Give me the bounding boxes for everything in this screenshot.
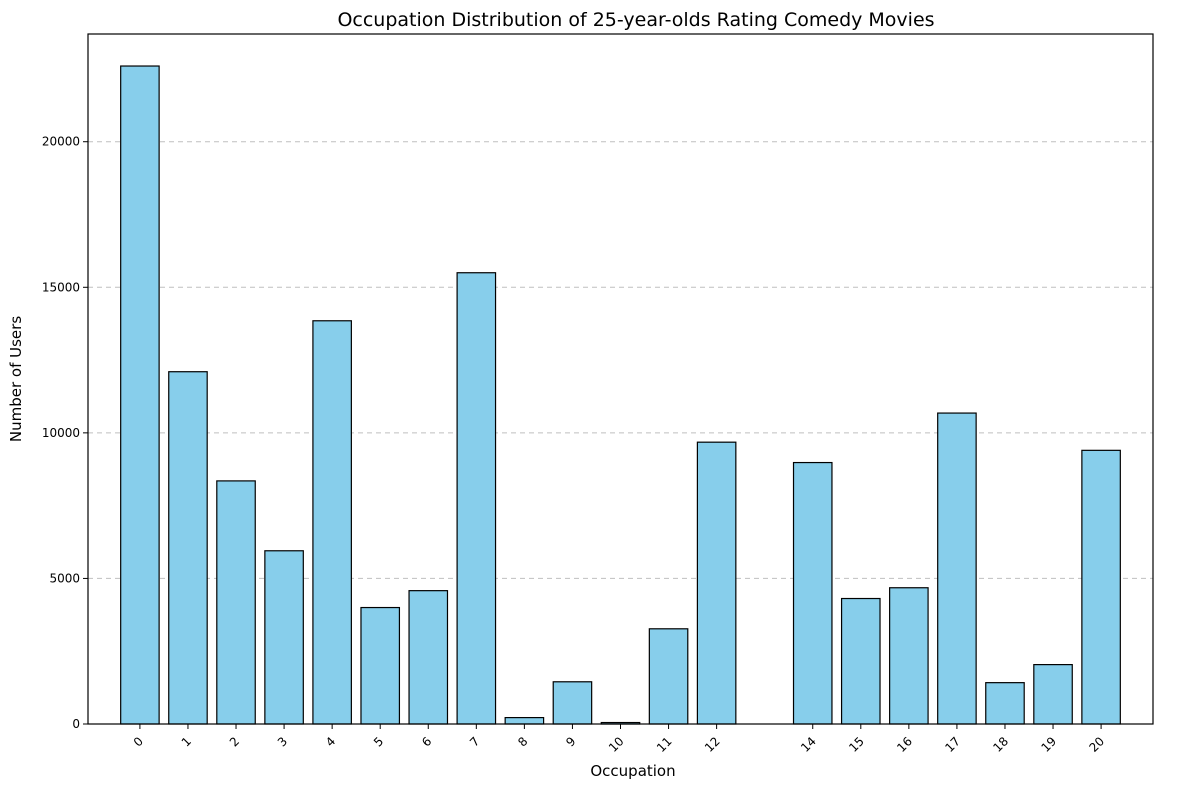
x-tick-label: 12 [702,734,723,755]
y-axis-label: Number of Users [7,316,25,442]
x-tick-label: 3 [275,734,290,749]
x-tick-label: 11 [654,734,675,755]
bar-occupation-9 [552,681,593,725]
y-axis: 0 5000 10000 15000 20000 [42,135,88,731]
x-tick-label: 20 [1087,734,1108,755]
bar-occupation-1 [168,371,208,725]
x-tick-label: 2 [227,734,242,749]
bar-occupation-4 [312,320,352,725]
x-tick-label: 16 [894,734,915,755]
bar-occupation-16 [889,587,929,725]
bar-occupation-14 [792,461,833,725]
x-tick-label: 0 [131,734,146,749]
bar-occupation-11 [648,628,689,725]
bar-occupation-2 [216,480,256,725]
x-tick-label: 5 [371,734,386,749]
x-tick-label: 6 [419,734,434,749]
x-tick-label: 15 [846,734,867,755]
y-tick-label: 10000 [42,426,80,440]
x-tick-label: 9 [563,734,578,749]
x-tick-label: 1 [179,734,194,749]
chart-title: Occupation Distribution of 25-year-olds … [337,9,934,31]
y-tick-label: 5000 [49,571,80,585]
x-tick-label: 8 [515,734,530,749]
bar-occupation-5 [360,606,401,725]
bar-occupation-18 [985,682,1025,725]
x-tick-label: 7 [467,734,482,749]
grid [88,141,1153,579]
bar-occupation-6 [408,590,449,725]
bar-occupation-0 [120,65,160,725]
x-axis: 0 1 2 3 4 5 6 7 8 9 10 11 12 14 15 16 17 18 19 20 [131,724,1107,755]
bar-occupation-17 [937,412,977,725]
x-tick-label: 14 [798,734,819,755]
bar-occupation-7 [456,272,497,725]
x-tick-label: 10 [606,734,627,755]
y-tick-label: 15000 [42,280,80,294]
x-tick-label: 19 [1038,734,1059,755]
x-axis-label: Occupation [590,762,675,780]
bar-occupation-12 [696,441,737,725]
x-tick-label: 17 [942,734,963,755]
x-tick-label: 4 [323,734,338,749]
bar-occupation-15 [840,597,881,725]
y-tick-label: 0 [72,717,80,731]
y-tick-label: 20000 [42,135,80,149]
bar-occupation-20 [1081,449,1121,725]
bar-occupation-3 [264,550,304,725]
bars [120,65,1121,725]
x-tick-label: 18 [990,734,1011,755]
bar-occupation-8 [504,716,545,725]
bar-occupation-19 [1033,664,1073,725]
